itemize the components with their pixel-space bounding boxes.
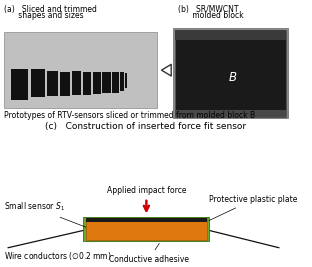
Text: molded block: molded block xyxy=(178,11,243,20)
Bar xyxy=(175,30,286,117)
Text: Wire conductors ($\varnothing$0.2 mm): Wire conductors ($\varnothing$0.2 mm) xyxy=(4,250,111,262)
Bar xyxy=(120,72,124,91)
Bar xyxy=(72,71,81,95)
Text: Small sensor $S_1$: Small sensor $S_1$ xyxy=(4,201,86,227)
Bar xyxy=(102,72,110,93)
Bar xyxy=(83,72,91,95)
Text: (b)   SR/MWCNT: (b) SR/MWCNT xyxy=(178,5,238,14)
Text: Conductive adhesive: Conductive adhesive xyxy=(109,243,189,264)
Text: (a)   Sliced and trimmed: (a) Sliced and trimmed xyxy=(4,5,96,14)
Text: Protective plastic plate: Protective plastic plate xyxy=(209,195,298,221)
Bar xyxy=(175,110,286,117)
Bar xyxy=(112,72,119,93)
Text: shapes and sizes: shapes and sizes xyxy=(4,11,83,20)
Bar xyxy=(11,69,28,100)
Bar xyxy=(173,29,288,119)
Text: Applied impact force: Applied impact force xyxy=(107,186,186,195)
Bar xyxy=(93,72,101,94)
Text: (c)   Construction of inserted force fit sensor: (c) Construction of inserted force fit s… xyxy=(45,123,246,131)
Bar xyxy=(86,218,207,222)
Text: Prototypes of RTV-sensors sliced or trimmed from molded block B: Prototypes of RTV-sensors sliced or trim… xyxy=(4,111,255,120)
Bar xyxy=(60,72,70,96)
Bar xyxy=(31,69,45,97)
Bar xyxy=(83,217,209,241)
Bar xyxy=(86,218,207,240)
Text: B: B xyxy=(229,71,237,84)
Bar xyxy=(175,30,286,40)
Bar xyxy=(47,71,58,96)
Bar xyxy=(125,73,127,88)
Bar xyxy=(4,33,157,108)
